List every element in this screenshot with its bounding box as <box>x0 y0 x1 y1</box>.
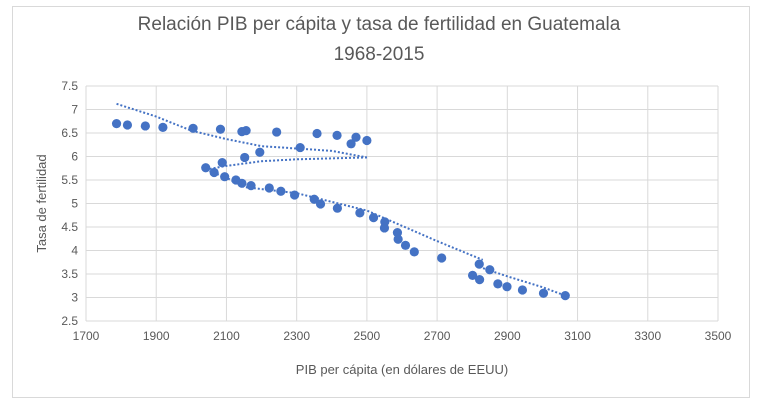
trendline <box>205 156 367 171</box>
data-point <box>122 120 133 130</box>
y-tick-label: 6.5 <box>61 126 78 140</box>
data-point <box>355 208 365 218</box>
data-point <box>295 142 305 153</box>
data-point <box>140 121 150 131</box>
data-point <box>467 270 478 281</box>
x-tick-label: 2700 <box>424 329 451 343</box>
x-tick-label: 3100 <box>564 329 591 343</box>
data-point <box>220 172 230 182</box>
x-tick-label: 3500 <box>705 329 732 343</box>
data-point <box>255 147 265 157</box>
y-tick-label: 3 <box>71 291 78 305</box>
data-point <box>209 167 219 178</box>
y-tick-label: 3.5 <box>61 267 78 281</box>
x-tick-label: 2300 <box>283 329 310 343</box>
data-point <box>346 139 356 149</box>
y-tick-label: 5.5 <box>61 173 78 187</box>
data-point <box>276 186 286 196</box>
data-point <box>246 181 256 191</box>
data-point <box>332 130 342 140</box>
data-point <box>409 247 419 257</box>
data-point <box>393 234 403 244</box>
data-point <box>493 279 503 289</box>
data-point <box>264 183 274 193</box>
y-tick-label: 5 <box>71 197 78 211</box>
x-tick-label: 2500 <box>354 329 381 343</box>
data-point <box>351 132 361 142</box>
data-point <box>362 135 372 146</box>
chart-title-line-2: 1968-2015 <box>333 44 425 65</box>
data-point <box>241 126 251 136</box>
data-point <box>188 123 198 133</box>
chart-title-line-1: Relación PIB per cápita y tasa de fertil… <box>137 14 621 35</box>
data-point <box>332 203 342 213</box>
data-point <box>379 223 390 233</box>
data-point <box>538 288 549 298</box>
data-point <box>560 291 570 301</box>
data-point <box>111 119 122 129</box>
data-point <box>215 124 226 134</box>
data-point <box>400 240 411 250</box>
data-point <box>485 265 495 275</box>
trendline <box>205 168 484 261</box>
data-point <box>502 282 512 292</box>
x-tick-label: 1900 <box>143 329 170 343</box>
chart-frame <box>12 6 750 398</box>
y-tick-label: 7 <box>71 103 78 117</box>
data-point <box>437 253 447 263</box>
y-tick-label: 4 <box>71 244 78 258</box>
data-point <box>315 199 326 209</box>
data-point <box>201 163 211 173</box>
data-point <box>272 127 282 137</box>
data-point <box>289 190 300 200</box>
x-axis-label: PIB per cápita (en dólares de EEUU) <box>296 362 508 377</box>
data-point <box>217 158 227 168</box>
data-point <box>368 213 379 223</box>
trendline <box>116 102 368 159</box>
y-tick-label: 2.5 <box>61 314 78 328</box>
x-tick-label: 2100 <box>213 329 240 343</box>
x-tick-label: 3300 <box>634 329 661 343</box>
data-point <box>237 178 247 188</box>
y-tick-label: 7.5 <box>61 79 78 93</box>
y-tick-label: 6 <box>71 150 78 164</box>
data-point <box>158 122 168 132</box>
y-tick-label: 4.5 <box>61 220 78 234</box>
data-point <box>474 259 484 269</box>
data-point <box>312 128 322 139</box>
data-point <box>517 285 528 295</box>
data-point <box>309 194 319 204</box>
y-axis-label: Tasa de fertilidad <box>34 154 49 252</box>
data-point <box>474 275 485 285</box>
x-tick-label: 2900 <box>494 329 521 343</box>
x-tick-label: 1700 <box>73 329 100 343</box>
data-point <box>240 152 250 163</box>
